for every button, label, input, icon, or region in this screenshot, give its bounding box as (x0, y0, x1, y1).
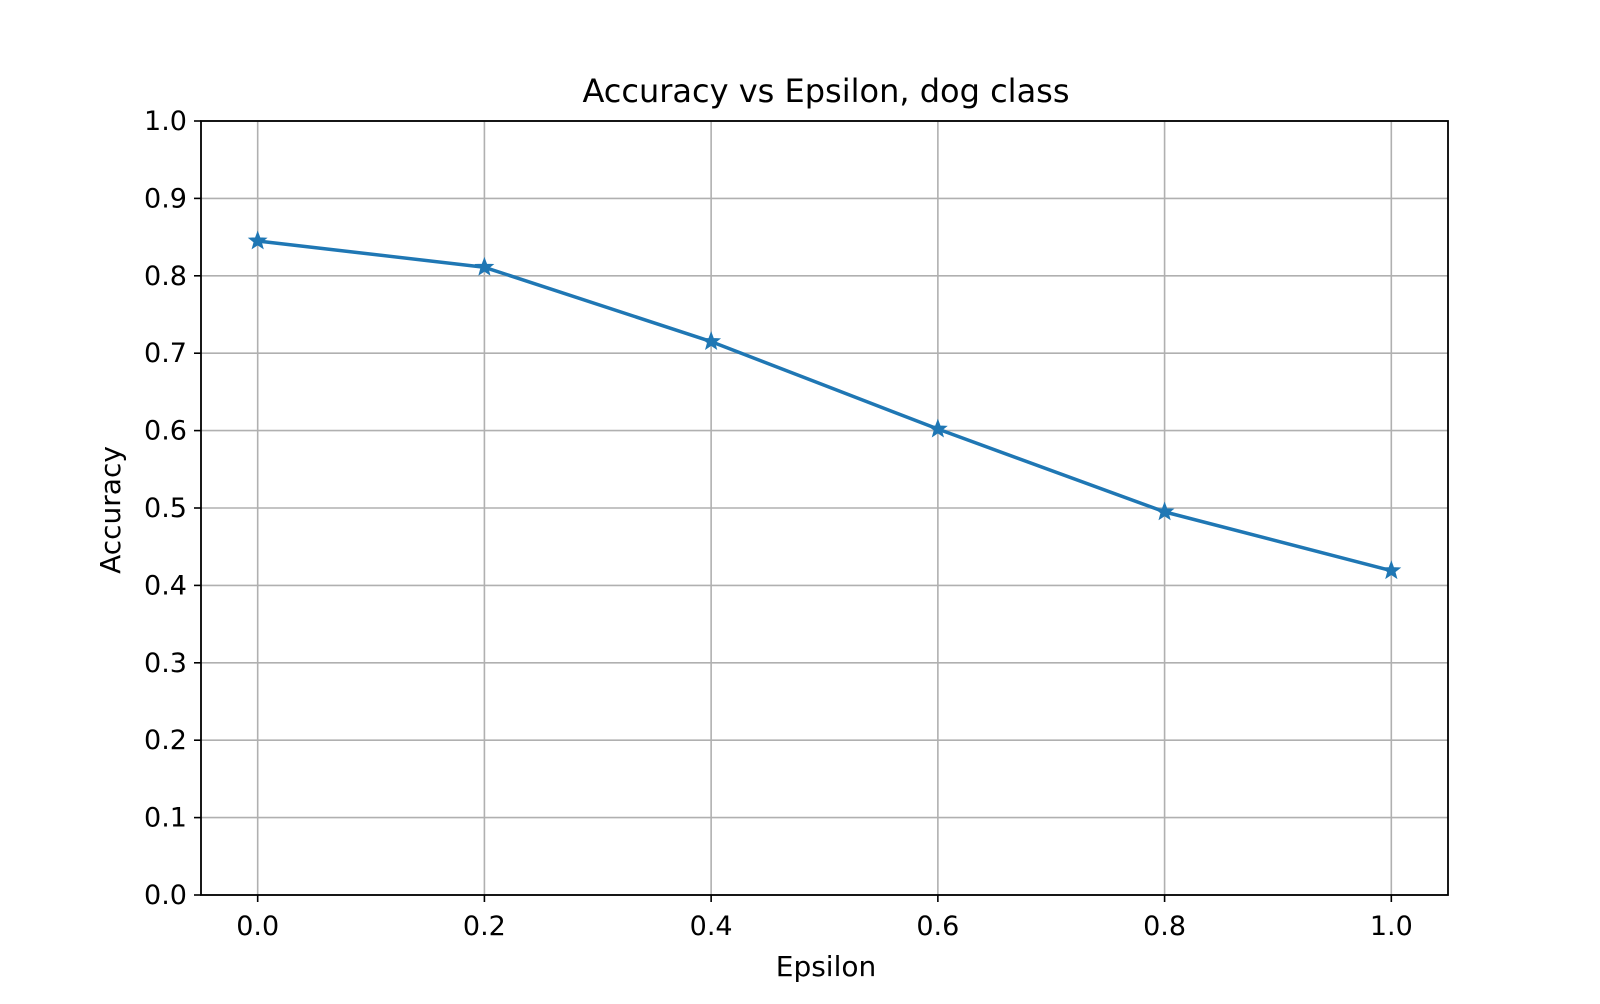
data-point-star (927, 418, 948, 438)
data-point-star (247, 230, 268, 250)
data-point-star (474, 256, 495, 276)
y-tick-label: 0.6 (144, 416, 187, 447)
x-tick-label: 0.2 (463, 911, 506, 942)
y-tick-label: 0.1 (144, 803, 187, 834)
y-tick-label: 0.8 (144, 261, 187, 292)
data-point-star (1381, 560, 1402, 580)
y-tick-label: 0.5 (144, 493, 187, 524)
grid-layer (201, 120, 1448, 896)
x-axis-label: Epsilon (776, 950, 877, 983)
x-tick-label: 0.6 (916, 911, 959, 942)
x-tick-label: 0.4 (690, 911, 733, 942)
tick-layer: 0.0 0.2 0.4 0.6 0.8 1.0 0.0 0.1 0.2 0.3 0.4 0.5 0.6 0… (144, 106, 1413, 942)
y-tick-label: 0.2 (144, 725, 187, 756)
y-tick-label: 0.9 (144, 183, 187, 214)
y-tick-label: 1.0 (144, 106, 187, 137)
y-tick-label: 0.7 (144, 338, 187, 369)
series-line (257, 239, 1392, 573)
y-axis-label: Accuracy (94, 446, 127, 574)
data-point-star (1154, 501, 1175, 521)
x-tick-label: 1.0 (1370, 911, 1413, 942)
x-tick-label: 0.8 (1143, 911, 1186, 942)
chart-title: Accuracy vs Epsilon, dog class (582, 72, 1069, 110)
y-tick-label: 0.4 (144, 570, 187, 601)
x-tick-label: 0.0 (236, 911, 279, 942)
y-tick-label: 0.0 (144, 880, 187, 911)
data-point-star (701, 331, 722, 351)
y-tick-label: 0.3 (144, 648, 187, 679)
series-layer (247, 230, 1402, 580)
